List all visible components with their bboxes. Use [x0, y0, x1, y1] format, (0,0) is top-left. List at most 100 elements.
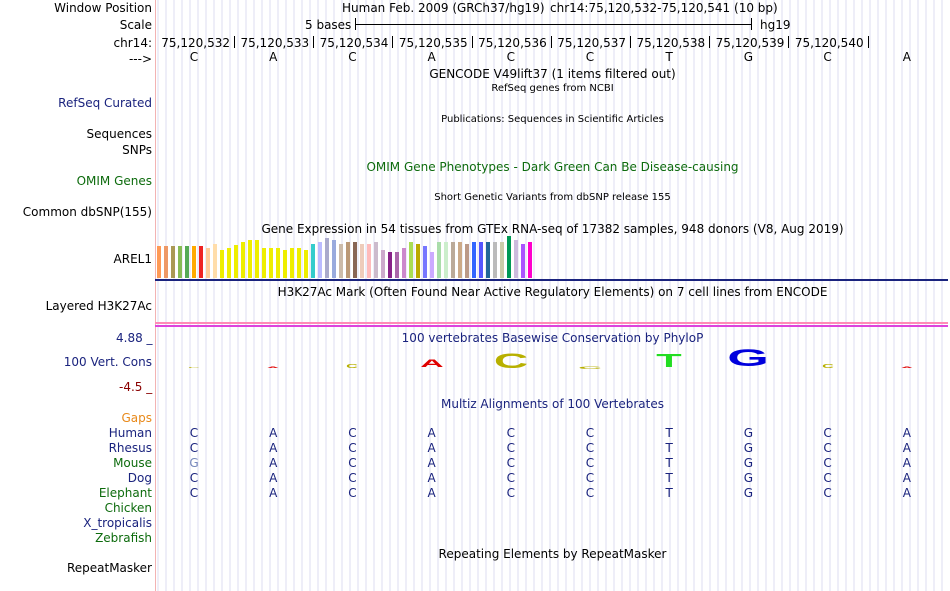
alignment-base: A [902, 426, 911, 440]
alignment-base: G [743, 486, 754, 500]
publications-track-title[interactable]: Publications: Sequences in Scientific Ar… [441, 114, 664, 125]
gtex-tissue-bar[interactable] [248, 240, 252, 278]
species-label[interactable]: Zebrafish [95, 531, 152, 545]
coordinate-label: 75,120,539 [715, 36, 785, 50]
h3k27ac-signal-bottom[interactable] [155, 325, 948, 327]
gtex-tissue-bar[interactable] [458, 242, 462, 278]
species-label[interactable]: Elephant [98, 486, 152, 500]
refseq-track-label[interactable]: RefSeq Curated [58, 96, 152, 110]
phylop-track-label[interactable]: 100 Vert. Cons [63, 355, 152, 369]
gtex-tissue-bar[interactable] [227, 248, 231, 278]
species-label[interactable]: Human [108, 426, 152, 440]
gtex-tissue-bar[interactable] [465, 244, 469, 278]
gtex-tissue-bar[interactable] [381, 250, 385, 278]
gtex-tissue-bar[interactable] [374, 242, 378, 278]
omim-track-label[interactable]: OMIM Genes [76, 174, 152, 188]
gtex-expression-bars[interactable] [157, 236, 537, 278]
alignment-base: A [427, 426, 436, 440]
gtex-tissue-bar[interactable] [507, 236, 511, 278]
refseq-track-title[interactable]: RefSeq genes from NCBI [491, 83, 614, 94]
alignment-base: G [743, 426, 754, 440]
gtex-tissue-bar[interactable] [360, 244, 364, 278]
snps-track-label[interactable]: SNPs [122, 143, 152, 157]
dbsnp-track-label[interactable]: Common dbSNP(155) [22, 205, 152, 219]
gtex-tissue-bar[interactable] [269, 248, 273, 278]
gtex-tissue-bar[interactable] [276, 248, 280, 278]
gtex-tissue-bar[interactable] [388, 252, 392, 278]
gtex-tissue-bar[interactable] [402, 248, 406, 278]
gtex-tissue-bar[interactable] [325, 238, 329, 278]
gtex-tissue-bar[interactable] [514, 240, 518, 278]
gtex-tissue-bar[interactable] [318, 242, 322, 278]
gtex-tissue-bar[interactable] [220, 250, 224, 278]
gtex-tissue-bar[interactable] [297, 248, 301, 278]
repeatmasker-track-title[interactable]: Repeating Elements by RepeatMasker [438, 547, 667, 561]
gtex-tissue-bar[interactable] [171, 246, 175, 278]
gtex-tissue-bar[interactable] [521, 244, 525, 278]
species-label[interactable]: Chicken [104, 501, 152, 515]
gtex-tissue-bar[interactable] [346, 242, 350, 278]
species-label[interactable]: Mouse [113, 456, 152, 470]
gencode-track-title[interactable]: GENCODE V49lift37 (1 items filtered out) [429, 67, 676, 81]
gtex-tissue-bar[interactable] [283, 250, 287, 278]
gtex-tissue-bar[interactable] [185, 246, 189, 278]
gtex-tissue-bar[interactable] [430, 252, 434, 278]
phylop-min-value: -4.5 _ [119, 380, 153, 394]
gtex-tissue-bar[interactable] [437, 242, 441, 278]
gtex-tissue-bar[interactable] [500, 242, 504, 278]
gtex-tissue-bar[interactable] [395, 252, 399, 278]
gtex-track-title[interactable]: Gene Expression in 54 tissues from GTEx … [261, 222, 844, 236]
species-label[interactable]: X_tropicalis [83, 516, 152, 530]
gtex-tissue-bar[interactable] [157, 246, 161, 278]
h3k27ac-signal-top[interactable] [155, 322, 948, 324]
gtex-tissue-bar[interactable] [486, 242, 490, 278]
gtex-tissue-bar[interactable] [479, 242, 483, 278]
gtex-tissue-bar[interactable] [444, 242, 448, 278]
omim-track-title[interactable]: OMIM Gene Phenotypes - Dark Green Can Be… [366, 160, 739, 174]
gtex-tissue-bar[interactable] [304, 250, 308, 278]
h3k27ac-track-title[interactable]: H3K27Ac Mark (Often Found Near Active Re… [277, 285, 828, 299]
gtex-tissue-bar[interactable] [451, 242, 455, 278]
repeatmasker-track-label[interactable]: RepeatMasker [66, 561, 152, 575]
gtex-tissue-bar[interactable] [472, 242, 476, 278]
multiz-track-title[interactable]: Multiz Alignments of 100 Vertebrates [440, 397, 665, 411]
dbsnp-track-title[interactable]: Short Genetic Variants from dbSNP releas… [434, 192, 671, 203]
gtex-tissue-bar[interactable] [416, 244, 420, 278]
phylop-track-title[interactable]: 100 vertebrates Basewise Conservation by… [401, 331, 704, 345]
gtex-tissue-bar[interactable] [493, 242, 497, 278]
gtex-tissue-bar[interactable] [241, 242, 245, 278]
alignment-base: A [269, 471, 278, 485]
gtex-tissue-bar[interactable] [255, 240, 259, 278]
gtex-tissue-bar[interactable] [528, 242, 532, 278]
alignment-base: C [506, 441, 515, 455]
gtex-tissue-bar[interactable] [234, 245, 238, 278]
gtex-tissue-bar[interactable] [339, 244, 343, 278]
conservation-letter: G [727, 345, 770, 373]
gtex-tissue-bar[interactable] [367, 244, 371, 278]
gtex-tissue-bar[interactable] [409, 242, 413, 278]
species-label[interactable]: Dog [127, 471, 152, 485]
gtex-gene-label[interactable]: AREL1 [113, 252, 152, 266]
alignment-base: A [427, 486, 436, 500]
species-label[interactable]: Rhesus [108, 441, 152, 455]
alignment-base: A [269, 441, 278, 455]
base-letter: A [427, 50, 436, 64]
gtex-tissue-bar[interactable] [332, 240, 336, 278]
h3k27ac-track-label[interactable]: Layered H3K27Ac [45, 299, 152, 313]
gtex-tissue-bar[interactable] [199, 246, 203, 278]
gtex-tissue-bar[interactable] [290, 248, 294, 278]
gtex-tissue-bar[interactable] [164, 246, 168, 278]
gtex-tissue-bar[interactable] [213, 244, 217, 278]
gtex-tissue-bar[interactable] [206, 248, 210, 278]
gtex-tissue-bar[interactable] [311, 244, 315, 278]
gtex-tissue-bar[interactable] [262, 248, 266, 278]
sequences-track-label[interactable]: Sequences [86, 127, 152, 141]
alignment-base: G [189, 456, 199, 470]
gtex-tissue-bar[interactable] [353, 242, 357, 278]
gtex-tissue-bar[interactable] [192, 246, 196, 278]
gtex-tissue-bar[interactable] [423, 246, 427, 278]
alignment-base: C [348, 456, 357, 470]
gaps-track-label[interactable]: Gaps [121, 411, 152, 425]
alignment-base: A [427, 441, 436, 455]
gtex-tissue-bar[interactable] [178, 246, 182, 278]
